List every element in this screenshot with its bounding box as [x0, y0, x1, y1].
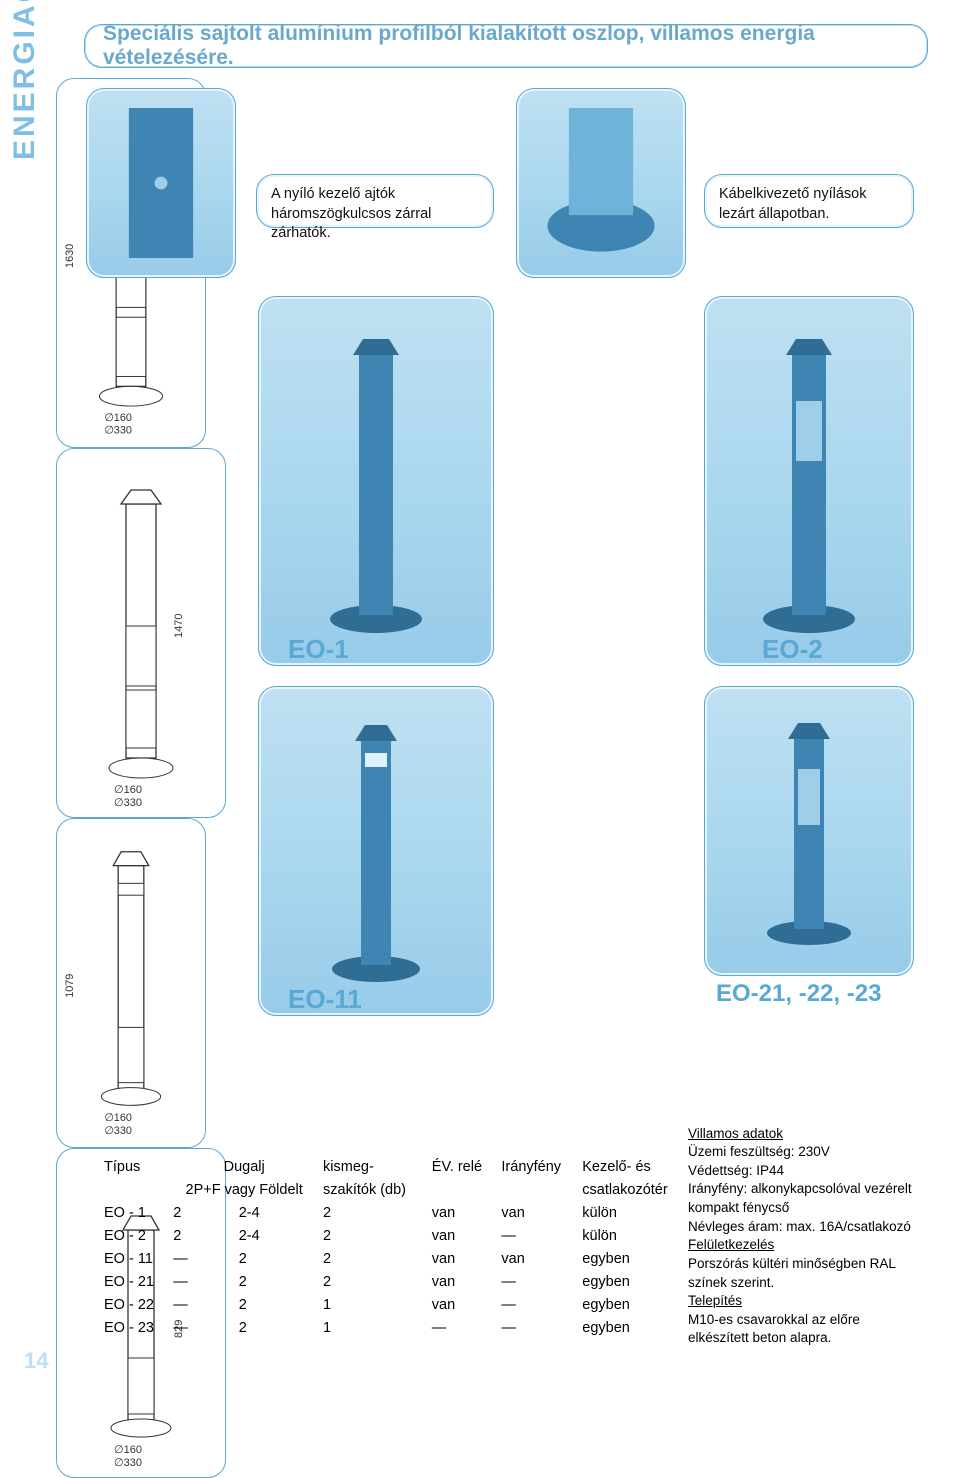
diagram-eo2: 1470 ∅160 ∅330: [56, 448, 226, 818]
th-panel: Kezelő- és: [578, 1156, 690, 1179]
info-current: Névleges áram: max. 16A/csatlakozó: [688, 1218, 920, 1237]
info-voltage: Üzemi feszültség: 230V: [688, 1143, 920, 1162]
detail-icon: [106, 108, 216, 258]
info-install-h: Telepítés: [688, 1292, 920, 1311]
photo-eo1: [258, 296, 494, 666]
photo-eo21: [704, 686, 914, 976]
photo-top-right: [516, 88, 686, 278]
lock-note-box: A nyíló kezelő ajtók háromszögkulcsos zá…: [256, 174, 494, 228]
photo-eo2: [704, 296, 914, 666]
table-row: EO - 1 2 2-4 2 van van külön: [100, 1202, 690, 1225]
table-row: EO - 11 — 2 2 van van egyben: [100, 1248, 690, 1271]
photo-eo11: [258, 686, 494, 1016]
info-guide: Irányfény: alkonykapcsolóval vezérelt ko…: [688, 1180, 920, 1217]
label-eo11: EO-11: [288, 984, 362, 1015]
electrical-info: Villamos adatok Üzemi feszültség: 230V V…: [688, 1125, 920, 1349]
label-eo21-23: EO-21, -22, -23: [716, 980, 881, 1008]
dim-d330-2: ∅330: [114, 797, 142, 808]
dim-d330-4: ∅330: [114, 1457, 142, 1468]
info-surface-h: Felületkezelés: [688, 1236, 920, 1255]
lock-note-text: A nyíló kezelő ajtók háromszögkulcsos zá…: [271, 186, 431, 241]
page-title: Speciális sajtolt alumínium profilból ki…: [84, 24, 928, 68]
page-title-text: Speciális sajtolt alumínium profilból ki…: [103, 22, 927, 70]
dim-h1470: 1470: [173, 614, 185, 638]
dim-d160-1: ∅160: [104, 412, 132, 424]
th-breakers-sub: szakítók (db): [319, 1179, 428, 1202]
table-row: EO - 23 — 2 1 — — egyben: [100, 1317, 690, 1340]
dim-d330-1: ∅330: [104, 425, 132, 437]
info-protection: Védettség: IP44: [688, 1162, 920, 1181]
dim-h1079: 1079: [64, 974, 76, 998]
dim-d160-4: ∅160: [114, 1444, 142, 1456]
th-panel-sub: csatlakozótér: [578, 1179, 690, 1202]
th-plug: Dugalj: [224, 1159, 265, 1175]
th-type: Típus: [100, 1156, 169, 1179]
dim-h1630: 1630: [64, 244, 76, 268]
sidebar-section-text: ENERGIAOSZLOPOK: [8, 120, 42, 160]
info-install: M10-es csavarokkal az előre elkészített …: [688, 1311, 920, 1348]
product-table: Típus Dugalj kismeg- ÉV. relé Irányfény …: [100, 1156, 690, 1340]
cable-note-text: Kábelkivezető nyílások lezárt állapotban…: [719, 186, 867, 222]
page-number: 14: [24, 1348, 48, 1374]
info-heading: Villamos adatok: [688, 1125, 920, 1144]
table-row: EO - 21 — 2 2 van — egyben: [100, 1271, 690, 1294]
dim-d330-3: ∅330: [104, 1125, 132, 1137]
th-relay: ÉV. relé: [428, 1156, 498, 1179]
th-breakers: kismeg-: [319, 1156, 428, 1179]
dim-d160-2: ∅160: [114, 784, 142, 796]
th-plug-sub: 2P+F vagy Földelt: [186, 1182, 303, 1198]
cap-detail-icon: [536, 108, 666, 258]
cable-note-box: Kábelkivezető nyílások lezárt állapotban…: [704, 174, 914, 228]
photo-top-left: [86, 88, 236, 278]
label-eo2: EO-2: [762, 634, 823, 665]
diagram-eo11: 1079 ∅160 ∅330: [56, 818, 206, 1148]
th-light: Irányfény: [497, 1156, 578, 1179]
info-surface: Porszórás kültéri minőségben RAL színek …: [688, 1255, 920, 1292]
table-row: EO - 2 2 2-4 2 van — külön: [100, 1225, 690, 1248]
dim-d160-3: ∅160: [104, 1112, 132, 1124]
label-eo1: EO-1: [288, 634, 349, 665]
sidebar-section-label: ENERGIAOSZLOPOK: [8, 120, 48, 640]
table-row: EO - 22 — 2 1 van — egyben: [100, 1294, 690, 1317]
